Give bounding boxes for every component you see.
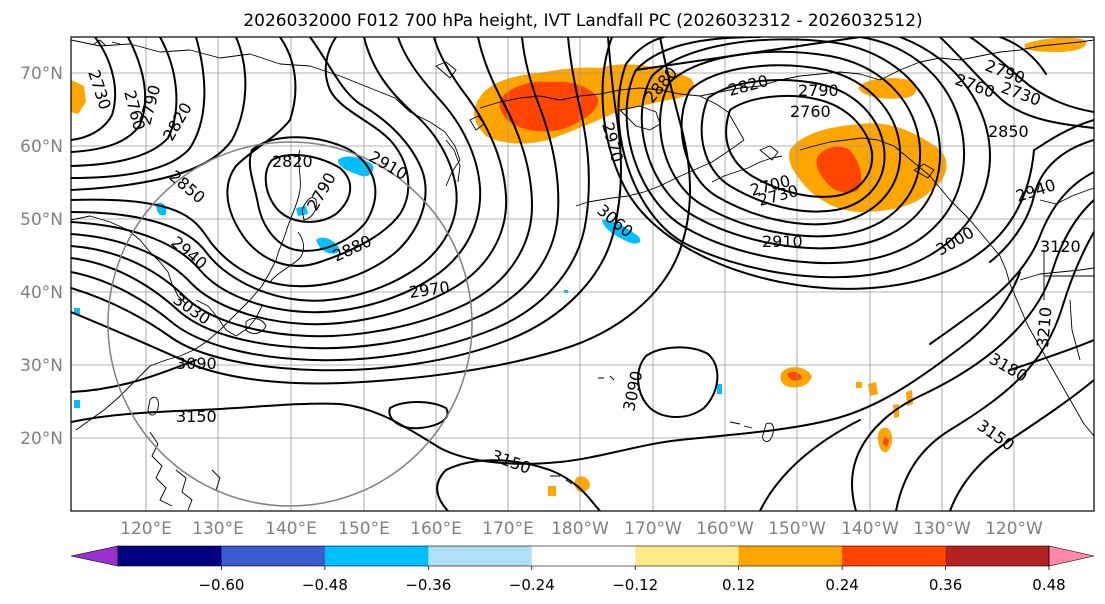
contour-label: 2820 (272, 152, 313, 171)
latitude-axis: 70°N 60°N 50°N 40°N 30°N 20°N (20, 64, 63, 449)
colorbar-segments (118, 546, 1050, 566)
longitude-label: 150°W (768, 519, 826, 539)
reference-circle (107, 141, 473, 507)
colorbar-segment (324, 546, 429, 566)
colorbar: −0.60 −0.48 −0.36 −0.24 −0.12 0.12 0.24 0.36 0.4… (70, 545, 1095, 594)
colorbar-segment (428, 546, 533, 566)
colorbar-ticks: −0.60 −0.48 −0.36 −0.24 −0.12 0.12 0.24 0.36 0.4… (198, 566, 1066, 594)
contour-label: 2790 (798, 81, 839, 100)
figure-title: 2026032000 F012 700 hPa height, IVT Land… (243, 11, 922, 31)
contour-label: 2760 (790, 102, 831, 121)
latitude-label: 40°N (20, 283, 63, 303)
colorbar-tick-label: 0.36 (929, 576, 962, 594)
longitude-label: 120°W (985, 519, 1043, 539)
contour-label: 3090 (176, 354, 217, 373)
latitude-label: 30°N (20, 356, 63, 376)
colorbar-tick-label: 0.12 (722, 576, 755, 594)
colorbar-segment (945, 546, 1050, 566)
map-panel: 2760 2730 2790 2820 2820 2910 2850 2940 … (70, 36, 1095, 512)
latitude-label: 70°N (20, 64, 63, 84)
contour-label: 3120 (1040, 237, 1081, 256)
contour-label: 3150 (176, 407, 217, 426)
longitude-label: 130°E (192, 519, 244, 539)
longitude-label: 160°E (410, 519, 462, 539)
latitude-label: 20°N (20, 429, 63, 449)
colorbar-frame (117, 545, 1050, 567)
latitude-label: 50°N (20, 210, 63, 230)
longitude-label: 120°E (120, 519, 172, 539)
colorbar-tick-label: −0.12 (612, 576, 658, 594)
longitude-label: 160°W (696, 519, 754, 539)
contour-label: 3210 (1033, 306, 1055, 348)
ivt-pc-negative-fill (74, 156, 722, 408)
colorbar-segment (118, 546, 222, 566)
map-frame (70, 36, 1095, 512)
graticule (71, 37, 1094, 511)
colorbar-tick-label: 0.24 (825, 576, 858, 594)
colorbar-segment (635, 546, 740, 566)
colorbar-segment (531, 546, 636, 566)
colorbar-segment (221, 546, 326, 566)
colorbar-tick-label: 0.48 (1032, 576, 1065, 594)
latitude-label: 60°N (20, 137, 63, 157)
colorbar-tick-label: −0.24 (509, 576, 555, 594)
longitude-label: 170°W (624, 519, 682, 539)
longitude-label: 140°W (841, 519, 899, 539)
colorbar-segment (738, 546, 843, 566)
colorbar-tick-label: −0.48 (302, 576, 348, 594)
colorbar-segment (842, 546, 947, 566)
contour-label: 2850 (988, 122, 1029, 141)
height-contours (71, 37, 1094, 511)
colorbar-tick-label: −0.60 (198, 576, 244, 594)
ivt-pc-positive-fill (71, 37, 1086, 496)
longitude-label: 130°W (913, 519, 971, 539)
colorbar-extend-high (1048, 545, 1095, 567)
colorbar-tick-label: −0.36 (405, 576, 451, 594)
longitude-axis: 120°E 130°E 140°E 150°E 160°E 170°E 180°… (120, 519, 1043, 539)
longitude-label: 170°E (482, 519, 534, 539)
longitude-label: 140°E (265, 519, 317, 539)
longitude-label: 180°W (551, 519, 609, 539)
contour-label: 2910 (762, 232, 803, 251)
colorbar-extend-low (70, 545, 119, 567)
longitude-label: 150°E (338, 519, 390, 539)
